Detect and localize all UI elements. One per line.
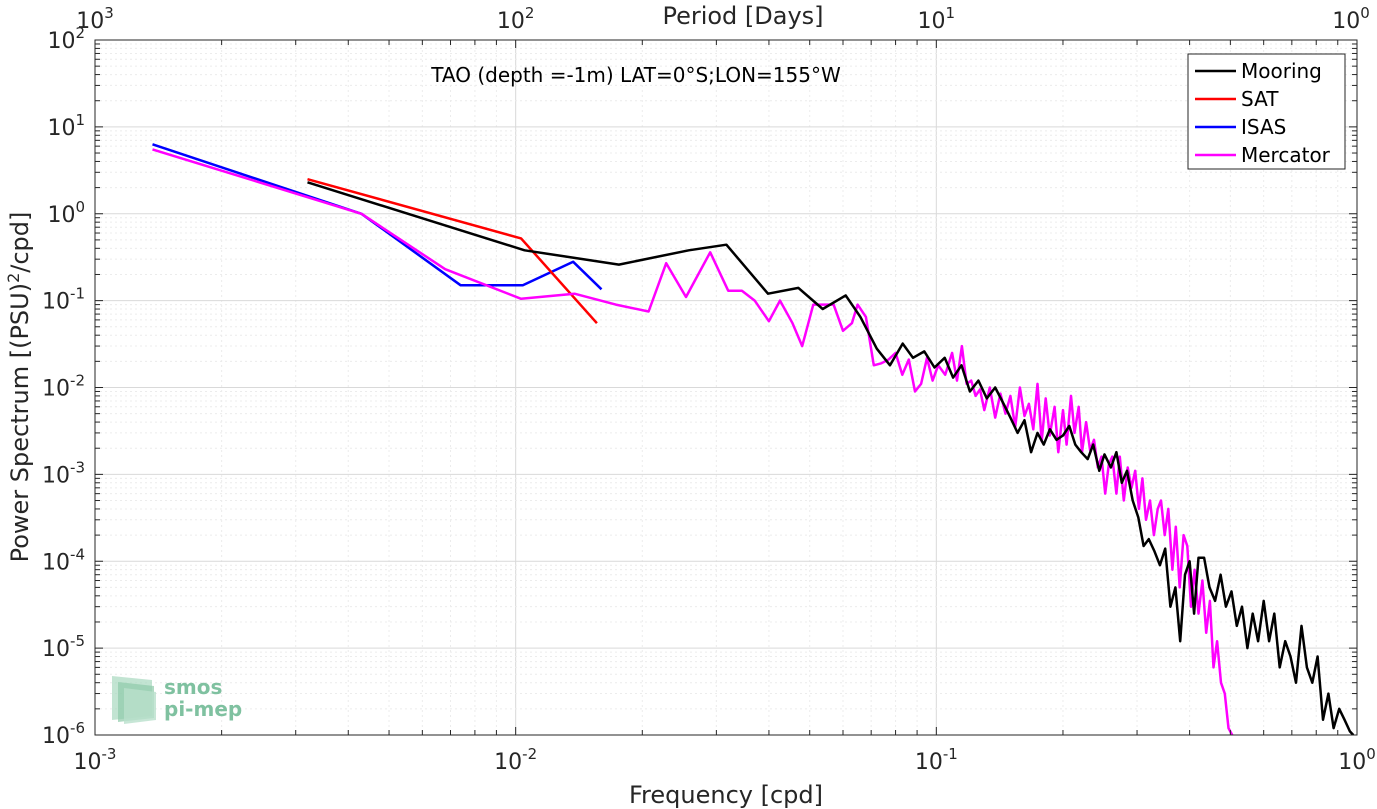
y-axis-title: Power Spectrum [(PSU)2/cpd] (4, 212, 34, 563)
legend-box (1187, 53, 1346, 170)
legend-label-mercator: Mercator (1241, 143, 1331, 167)
y-tick-label: 10-4 (42, 545, 85, 575)
y-tick-label: 100 (47, 198, 85, 228)
logo-layer-3-icon (124, 688, 156, 724)
y-tick-label: 10-6 (42, 719, 85, 749)
x2-tick-label: 102 (497, 4, 535, 34)
y-tick-label: 10-1 (42, 285, 85, 315)
logo-text-smos: smos (164, 675, 222, 699)
legend: Mooring SAT ISAS Mercator (1187, 53, 1346, 170)
y-tick-label: 101 (47, 111, 85, 141)
y-axis-title-sup: 2 (4, 273, 23, 283)
series-line-mooring (307, 181, 1355, 735)
legend-label-sat: SAT (1241, 87, 1279, 111)
x2-tick-label: 101 (918, 4, 956, 34)
smos-pi-mep-logo: smos pi-mep (112, 675, 242, 724)
legend-label-mooring: Mooring (1241, 59, 1322, 83)
legend-label-isas: ISAS (1241, 115, 1286, 139)
y-tick-label: 10-5 (42, 632, 85, 662)
x-tick-label: 10-1 (915, 745, 958, 775)
y-tick-label: 10-3 (42, 458, 85, 488)
x-axis-title: Frequency [cpd] (629, 781, 823, 809)
x-tick-label: 10-3 (74, 745, 117, 775)
logo-text-pi-mep: pi-mep (164, 697, 242, 721)
x2-axis-title: Period [Days] (662, 2, 823, 30)
x-tick-label: 10-2 (494, 745, 537, 775)
chart-title: TAO (depth =-1m) LAT=0°S;LON=155°W (430, 63, 841, 87)
series-layer (152, 143, 1355, 735)
y-tick-label: 102 (47, 24, 85, 54)
x2-tick-label: 100 (1332, 4, 1370, 34)
x2-tick-label: 103 (76, 4, 114, 34)
x-tick-label: 100 (1338, 745, 1376, 775)
y-tick-label: 10-2 (42, 372, 85, 402)
tick-marks (94, 40, 1357, 736)
y-axis-title-end: /cpd] (6, 212, 34, 273)
y-axis-title-main: Power Spectrum [(PSU) (6, 283, 34, 562)
